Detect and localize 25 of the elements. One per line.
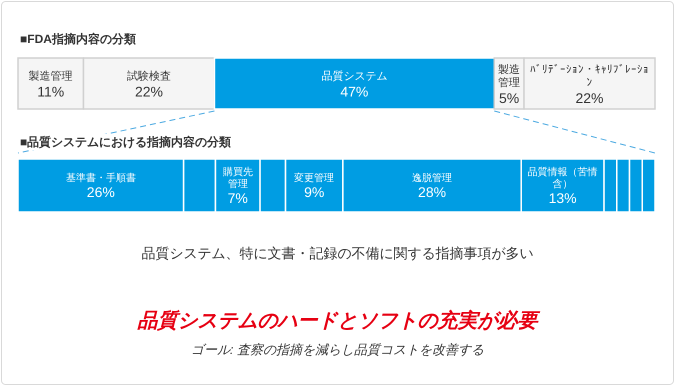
series-label: 品質情報（苦情含） — [528, 166, 598, 190]
text: 品質システム、特に文書・記録の不備に関する指摘事項が多い — [142, 245, 534, 261]
data-label: 47% — [340, 84, 368, 100]
series-label: ﾊﾞﾘﾃﾞｰｼｮﾝ・ｷｬﾘﾌﾞﾚｰｼｮﾝ — [530, 63, 650, 89]
data-label: 22% — [576, 90, 604, 106]
series-label: 品質システム — [321, 70, 388, 82]
series-label: 試験検査 — [126, 70, 171, 82]
chart-title: ■FDA指摘内容の分類 — [20, 32, 136, 46]
series-label: 逸脱管理 — [412, 172, 452, 184]
chart-title: ■品質システムにおける指摘内容の分類 — [20, 135, 232, 149]
series-label: 購買先管理 — [222, 166, 253, 190]
data-label: 22% — [134, 84, 163, 100]
series-label: 製造管理 — [28, 70, 73, 82]
series-label: 基準書・手順書 — [66, 172, 136, 184]
text: ゴール: 査察の指摘を減らし品質コストを改善する — [190, 342, 484, 357]
data-label: 26% — [86, 184, 115, 200]
series-label: 変更管理 — [294, 172, 334, 184]
data-label: 7% — [228, 190, 248, 206]
data-label: 9% — [304, 184, 324, 200]
text: 品質システムのハードとソフトの充実が必要 — [136, 309, 540, 332]
data-label: 5% — [499, 90, 520, 106]
data-label: 13% — [548, 190, 577, 206]
data-label: 11% — [37, 84, 64, 100]
data-label: 28% — [418, 184, 446, 200]
series-label: 製造管理 — [498, 63, 520, 89]
